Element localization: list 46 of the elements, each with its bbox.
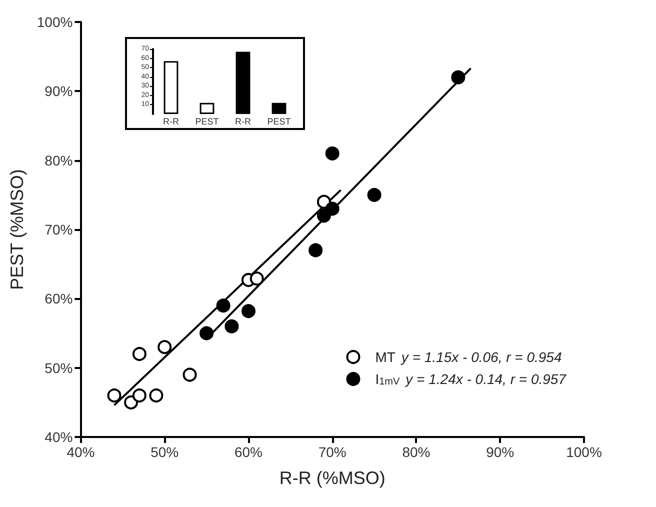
bar xyxy=(272,102,286,114)
point xyxy=(132,347,146,361)
point xyxy=(107,388,122,402)
legend-label: I1mV xyxy=(375,371,400,388)
point xyxy=(250,272,264,286)
x-tick-label: 90% xyxy=(486,444,514,460)
x-tick-label: PEST xyxy=(267,116,292,126)
x-tick-label: 40% xyxy=(66,444,95,460)
point xyxy=(224,319,239,334)
y-tick-label: 50% xyxy=(44,360,73,376)
x-axis-title: R-R (%MSO) xyxy=(279,468,386,488)
bar xyxy=(236,52,250,114)
x-tick-label: 80% xyxy=(402,444,430,460)
y-tick-label: 90% xyxy=(44,83,73,100)
x-tick-label: R-R xyxy=(163,116,180,126)
annotation: y = 1.24x - 0.14, r = 0.957 xyxy=(404,371,568,387)
point xyxy=(182,368,197,382)
x-tick-label: 70% xyxy=(318,444,346,460)
point xyxy=(216,298,230,313)
point xyxy=(308,243,323,258)
point xyxy=(451,70,466,84)
x-tick-label: R-R xyxy=(235,116,252,126)
point xyxy=(325,202,340,216)
legend-label: MT xyxy=(375,349,396,365)
point xyxy=(124,395,138,410)
point xyxy=(158,340,172,354)
y-tick-label: 80% xyxy=(44,152,73,168)
bar xyxy=(164,61,178,114)
point xyxy=(316,208,331,223)
point xyxy=(325,146,340,160)
point xyxy=(316,194,331,209)
point xyxy=(367,188,382,202)
annotation: y = 1.15x - 0.06, r = 0.954 xyxy=(400,349,562,365)
y-tick-label: 40% xyxy=(44,429,73,445)
x-tick-label: PEST xyxy=(195,116,220,126)
y-tick-label: 60% xyxy=(44,290,73,307)
point xyxy=(241,304,256,318)
y-tick-label: 100% xyxy=(36,14,73,30)
y-tick-label: 70% xyxy=(44,222,73,238)
x-tick-label: 60% xyxy=(234,444,262,460)
y-axis-title: PEST (%MSO) xyxy=(7,169,27,290)
point xyxy=(132,388,146,402)
point xyxy=(149,388,164,402)
x-tick-label: 100% xyxy=(566,444,602,460)
point xyxy=(200,326,214,340)
bar xyxy=(200,102,214,114)
